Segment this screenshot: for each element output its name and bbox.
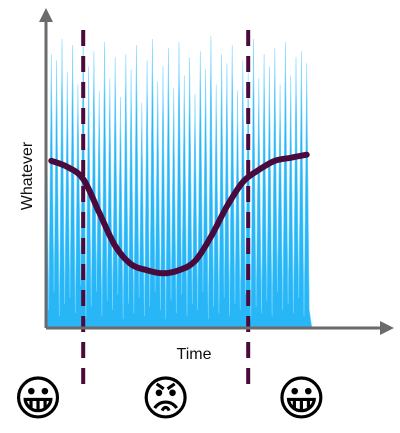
emoji-annotation-2: 😡 <box>141 373 191 426</box>
x-axis-label: Time <box>177 346 212 363</box>
emoji-layer: 😀 😡 😀 <box>13 373 326 426</box>
smooth-trend-line <box>48 151 310 277</box>
x-axis-arrowhead <box>380 321 394 335</box>
noise-area <box>45 35 313 329</box>
y-axis-arrowhead <box>39 8 53 22</box>
noise-area-layer <box>45 35 313 329</box>
emoji-annotation-1: 😀 <box>13 373 63 426</box>
y-axis-label: Whatever <box>19 141 36 210</box>
vertical-marker-layer <box>81 30 251 392</box>
emoji-annotation-3: 😀 <box>276 373 326 426</box>
smooth-line-layer <box>48 151 310 277</box>
axes <box>39 8 394 335</box>
